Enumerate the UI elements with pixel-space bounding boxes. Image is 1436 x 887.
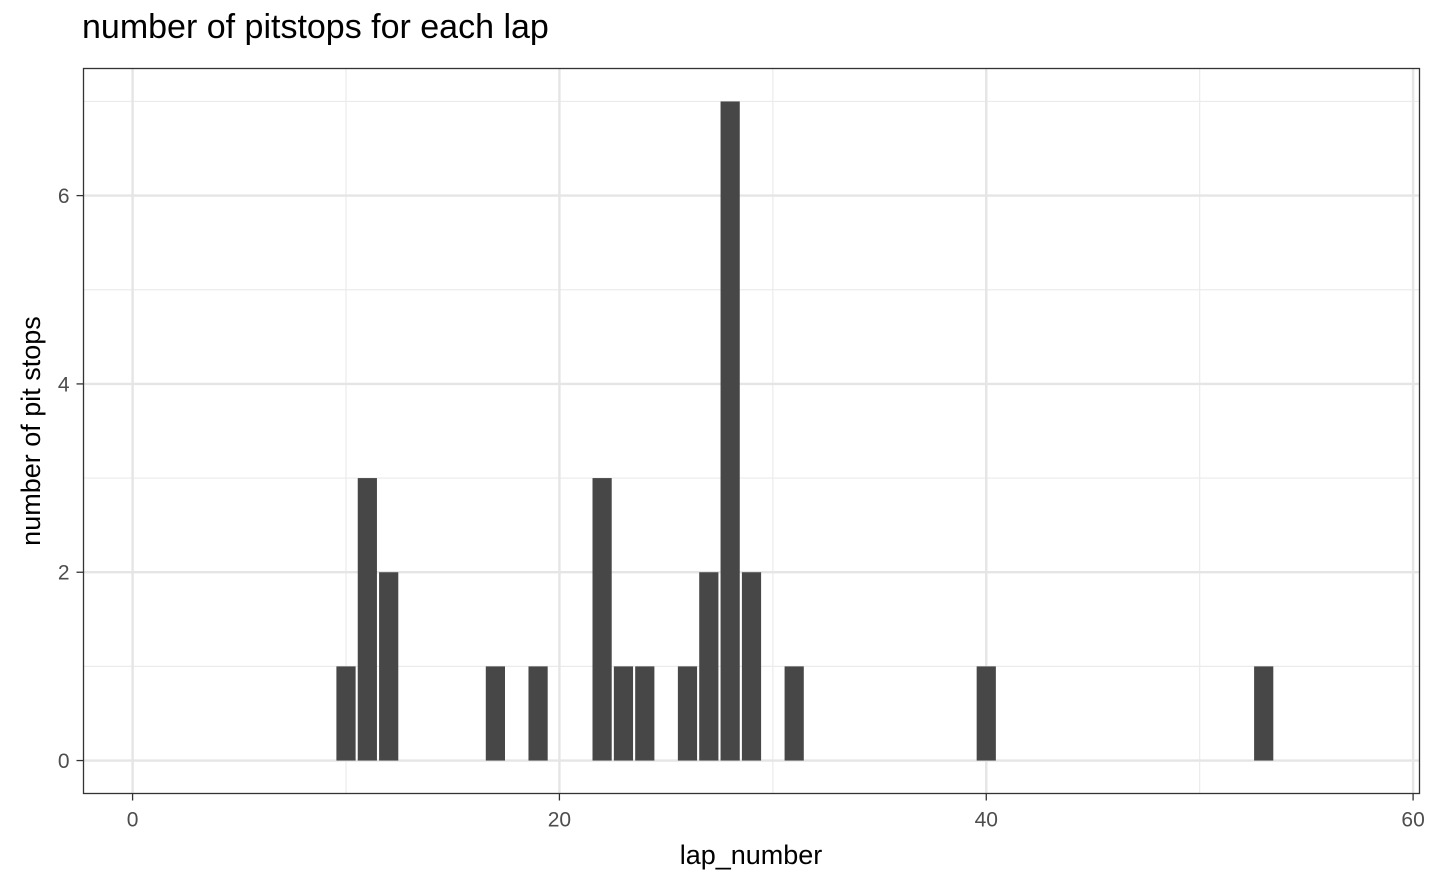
tick-labels: 0 20 40 60 0 2 4 6 bbox=[58, 185, 1425, 831]
bar-lap-22 bbox=[592, 478, 612, 761]
x-axis-title: lap_number bbox=[680, 840, 823, 870]
bar-lap-10 bbox=[336, 666, 356, 761]
bar-lap-29 bbox=[741, 572, 762, 761]
bar-lap-53 bbox=[1254, 666, 1274, 761]
x-tick-label: 60 bbox=[1401, 809, 1424, 832]
bar-lap-12 bbox=[379, 572, 399, 761]
bar-lap-27 bbox=[699, 572, 719, 761]
y-axis-title: number of pit stops bbox=[16, 316, 46, 546]
bar-lap-23 bbox=[613, 666, 634, 761]
bar-lap-24 bbox=[635, 666, 655, 761]
bars bbox=[336, 101, 1274, 761]
y-tick-label: 0 bbox=[58, 750, 70, 773]
x-tick-label: 40 bbox=[975, 809, 998, 832]
x-tick-label: 0 bbox=[127, 809, 139, 832]
y-tick-label: 2 bbox=[58, 562, 70, 585]
y-tick-label: 6 bbox=[58, 185, 70, 208]
axis-ticks bbox=[76, 194, 1414, 801]
x-tick-label: 20 bbox=[548, 809, 571, 832]
bar-lap-28 bbox=[720, 101, 740, 761]
bar-lap-26 bbox=[677, 666, 698, 761]
bar-lap-40 bbox=[976, 666, 996, 761]
panel-border bbox=[82, 67, 1421, 795]
y-tick-label: 4 bbox=[58, 373, 70, 396]
bar-lap-11 bbox=[357, 478, 377, 761]
bar-lap-17 bbox=[485, 666, 506, 761]
bar-lap-31 bbox=[784, 666, 804, 761]
bar-lap-19 bbox=[528, 666, 548, 761]
chart-title: number of pitstops for each lap bbox=[82, 8, 549, 46]
